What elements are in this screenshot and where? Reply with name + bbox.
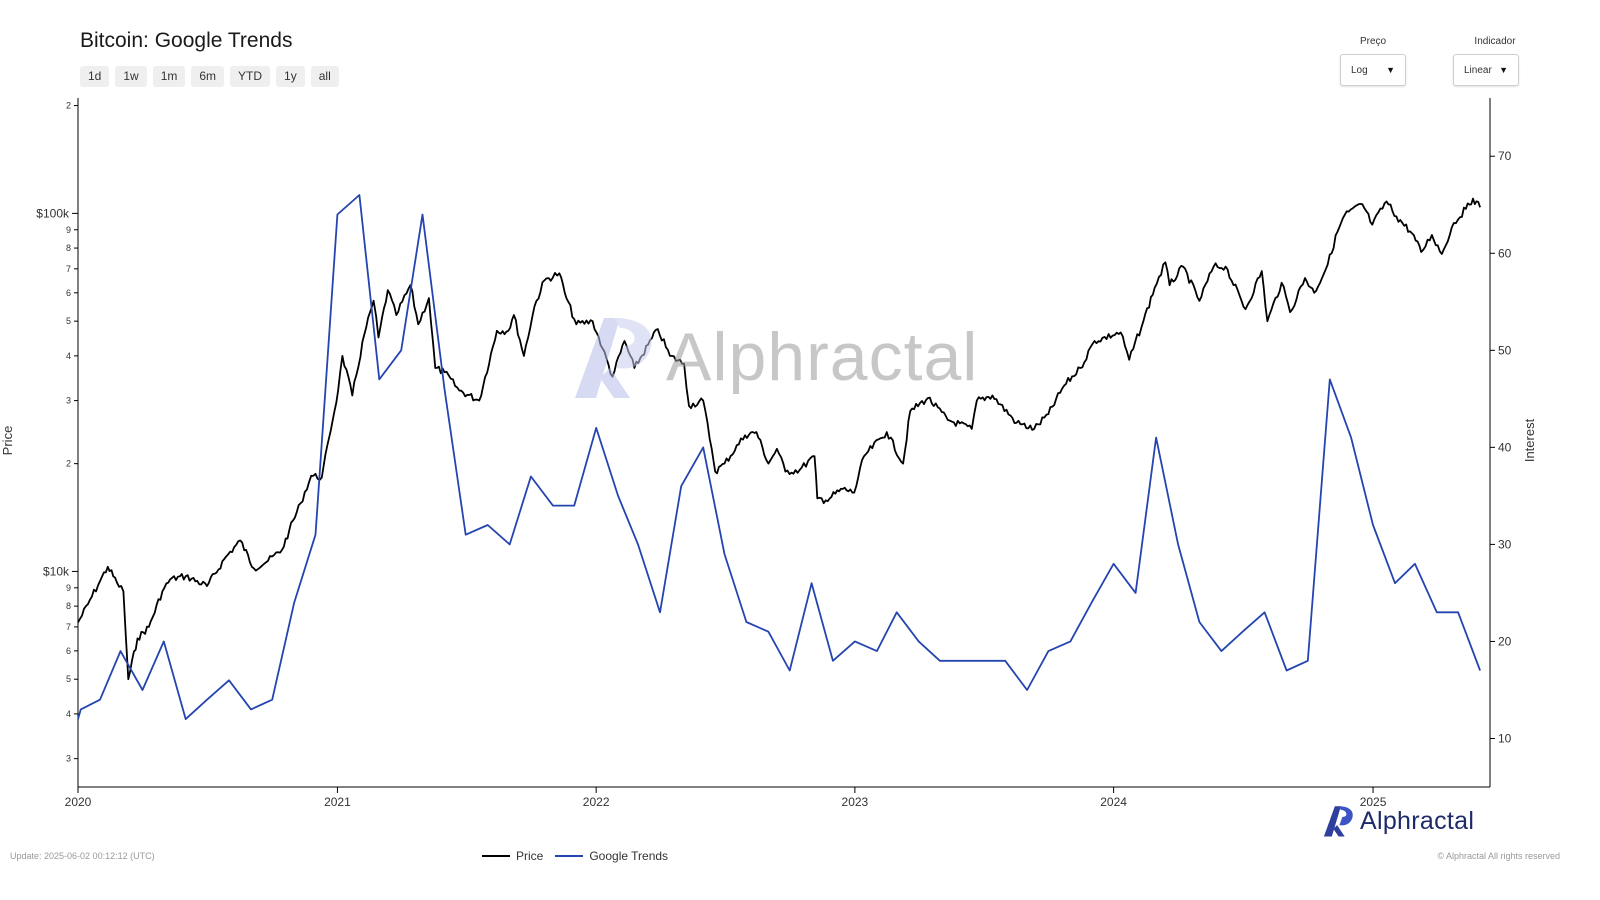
left-axis-tick-label: 6 — [66, 646, 71, 656]
x-axis-tick-label: 2020 — [65, 795, 92, 809]
x-axis-tick-label: 2024 — [1100, 795, 1127, 809]
brand-name: Alphractal — [1360, 806, 1475, 835]
alphractal-logo-icon — [1323, 806, 1353, 837]
range-selector: 1d 1w 1m 6m YTD 1y all — [80, 66, 339, 87]
x-axis-tick-label: 2025 — [1360, 795, 1387, 809]
legend-label-price: Price — [516, 849, 544, 863]
left-axis-tick-label: 3 — [66, 754, 71, 764]
x-axis-tick-label: 2023 — [842, 795, 869, 809]
copyright-text: © Alphractal All rights reserved — [1437, 851, 1560, 861]
legend-swatch-price — [482, 855, 510, 857]
left-axis-tick-label: $10k — [43, 564, 70, 578]
range-button-1w[interactable]: 1w — [115, 66, 147, 87]
left-axis-tick-label: 4 — [66, 351, 71, 361]
legend-label-trends: Google Trends — [589, 849, 669, 863]
range-button-1m[interactable]: 1m — [152, 66, 186, 87]
left-axis-tick-label: 8 — [66, 601, 71, 611]
chevron-down-icon: ▼ — [1386, 65, 1395, 75]
right-axis-tick-label: 50 — [1498, 343, 1512, 357]
left-axis-tick-label: 9 — [66, 225, 71, 235]
left-axis-tick-label: 5 — [66, 316, 71, 326]
x-axis-tick-label: 2022 — [583, 795, 610, 809]
left-axis-tick-label: 6 — [66, 288, 71, 298]
indicator-scale-select[interactable]: Linear ▼ — [1453, 54, 1519, 86]
right-axis-title: Interest — [1522, 418, 1537, 462]
right-axis-tick-label: 10 — [1498, 731, 1512, 745]
left-axis-tick-label: 3 — [66, 396, 71, 406]
range-button-1y[interactable]: 1y — [276, 66, 305, 87]
left-axis-title: Price — [0, 426, 15, 456]
legend-item-price[interactable]: Price — [482, 849, 543, 863]
left-axis-tick-label: 9 — [66, 583, 71, 593]
left-axis-tick-label: 5 — [66, 674, 71, 684]
indicator-scale-label: Indicador — [1474, 36, 1516, 47]
left-axis-tick-label: 7 — [66, 264, 71, 274]
left-axis-tick-label: 2 — [66, 459, 71, 469]
price-series-line — [77, 197, 1481, 681]
left-axis-tick-label: 2 — [66, 101, 71, 111]
legend-item-trends[interactable]: Google Trends — [555, 849, 668, 863]
indicator-scale-value: Linear — [1464, 64, 1492, 76]
right-axis-tick-label: 70 — [1498, 149, 1512, 163]
right-axis-tick-label: 20 — [1498, 634, 1512, 648]
chart-title: Bitcoin: Google Trends — [80, 29, 293, 52]
left-axis-tick-label: $100k — [36, 206, 70, 220]
google-trends-series-line — [77, 194, 1481, 720]
right-axis-tick-label: 60 — [1498, 246, 1512, 260]
chevron-down-icon: ▼ — [1499, 65, 1508, 75]
range-button-ytd[interactable]: YTD — [230, 66, 271, 87]
price-scale-select[interactable]: Log ▼ — [1340, 54, 1406, 86]
price-scale-label: Preço — [1359, 36, 1387, 47]
legend-swatch-trends — [555, 855, 584, 857]
price-scale-value: Log — [1351, 64, 1368, 76]
range-button-all[interactable]: all — [310, 66, 339, 87]
left-axis-tick-label: 4 — [66, 709, 71, 719]
left-axis-tick-label: 7 — [66, 622, 71, 632]
update-timestamp: Update: 2025-06-02 00:12:12 (UTC) — [10, 851, 155, 861]
right-axis-tick-label: 40 — [1498, 440, 1512, 454]
right-axis-tick-label: 30 — [1498, 537, 1512, 551]
chart-legend: Price Google Trends — [482, 849, 668, 863]
brand-logo: Alphractal — [1322, 804, 1474, 838]
x-axis-tick-label: 2021 — [324, 795, 351, 809]
range-button-1d[interactable]: 1d — [80, 66, 110, 87]
left-axis-tick-label: 8 — [66, 243, 71, 253]
range-button-6m[interactable]: 6m — [191, 66, 225, 87]
